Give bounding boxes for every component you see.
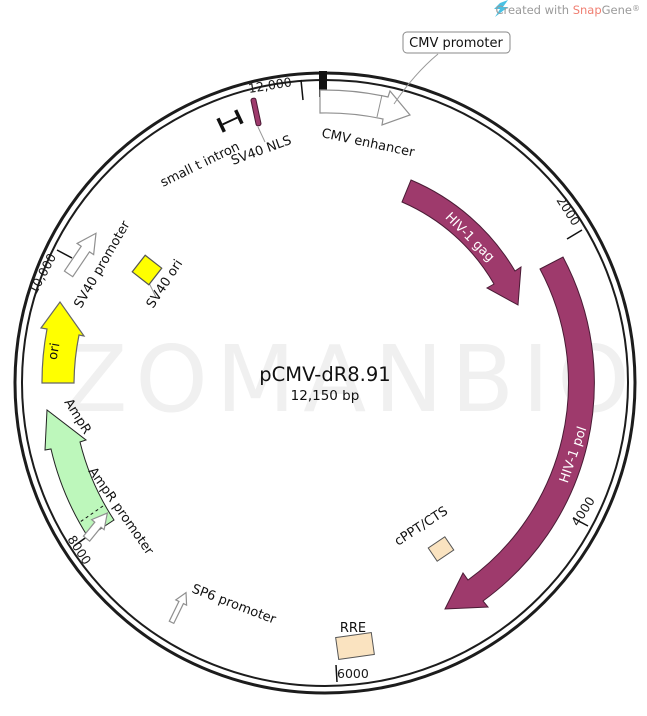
ori-label[interactable]: ori xyxy=(46,342,64,361)
feature-rre-box[interactable] xyxy=(335,632,375,660)
sp6-promoter-label[interactable]: SP6 promoter xyxy=(190,582,279,628)
intron-crossbar xyxy=(222,116,238,126)
ampr-boundary-dashes xyxy=(79,505,104,523)
feature-sv40-ori-box[interactable] xyxy=(131,254,163,286)
brand-gene: Gene xyxy=(602,3,632,17)
feature-ampr-arrow[interactable] xyxy=(44,409,115,538)
cmv-enhancer-label[interactable]: CMV enhancer xyxy=(320,126,416,160)
tick-label-2000: 2000 xyxy=(553,193,583,228)
tick-label-10000: 10,000 xyxy=(25,251,59,297)
registered-mark: ® xyxy=(632,4,640,13)
feature-ampr-promoter-arrow[interactable] xyxy=(80,508,113,544)
feature-hiv1-pol-arrow[interactable] xyxy=(444,256,595,610)
credit-prefix: Created with xyxy=(495,3,572,17)
small-t-intron-label[interactable]: small t intron xyxy=(158,139,242,190)
feature-cmv-enhancer-arrow[interactable] xyxy=(319,89,412,126)
tick-4000 xyxy=(572,517,589,527)
intron-left-cap xyxy=(216,117,226,133)
cmv-promoter-callout-box[interactable] xyxy=(402,31,511,54)
tick-12000 xyxy=(300,79,304,101)
cmv-promoter-label[interactable]: CMV promoter xyxy=(409,36,503,51)
sv40-ori-leader-line xyxy=(148,282,157,298)
tick-label-6000: 6000 xyxy=(337,666,369,681)
watermark-text: ZOMANBIO xyxy=(64,326,637,433)
tick-6000 xyxy=(335,664,338,683)
feature-cppt-cts-box[interactable] xyxy=(427,536,455,562)
tick-label-12000: 12,000 xyxy=(247,74,293,96)
tick-10000 xyxy=(56,249,73,259)
snapgene-credit: Created with SnapGene® xyxy=(495,3,640,17)
tick-2000 xyxy=(566,229,583,240)
brand-snap: Snap xyxy=(573,3,602,17)
feature-sv40-promoter-arrow[interactable] xyxy=(60,228,104,280)
intron-right-cap xyxy=(234,109,244,125)
origin-marker xyxy=(319,71,327,97)
sv40-nls-leader-line xyxy=(257,126,266,143)
plasmid-name: pCMV-dR8.91 xyxy=(259,363,390,386)
feature-ori-arrow[interactable] xyxy=(39,300,86,384)
feature-sv40-nls-bar[interactable] xyxy=(250,97,262,127)
cmv-promoter-leader-line xyxy=(393,53,439,105)
rre-label[interactable]: RRE xyxy=(340,621,366,636)
feature-hiv1-gag-arrow[interactable] xyxy=(401,179,522,306)
feature-sp6-promoter-arrow[interactable] xyxy=(166,590,191,625)
plasmid-size: 12,150 bp xyxy=(291,388,360,404)
sv40-nls-label[interactable]: SV40 NLS xyxy=(229,133,293,169)
snapgene-logo-icon xyxy=(494,0,508,17)
cmv-enhancer-promoter-divider xyxy=(376,94,383,118)
feature-small-t-intron-symbol[interactable] xyxy=(216,109,244,133)
